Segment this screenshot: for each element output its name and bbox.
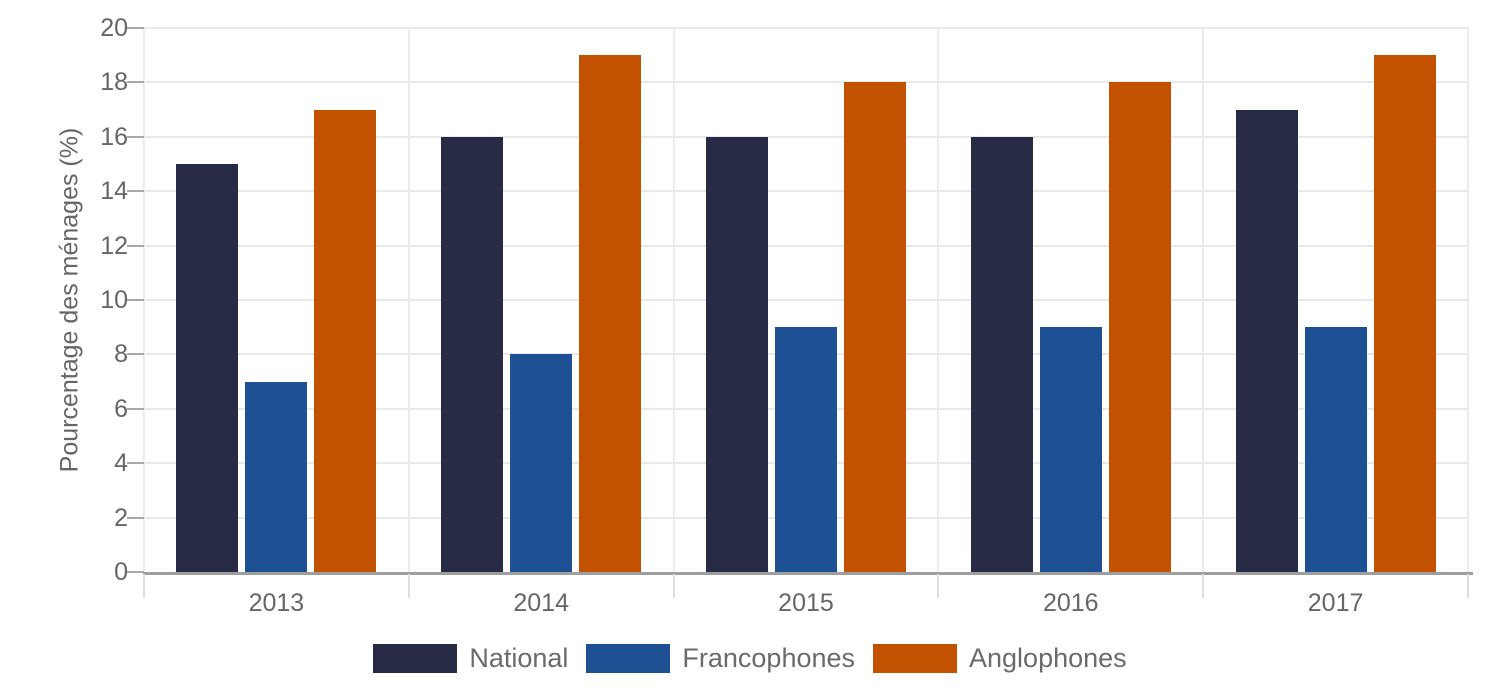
legend-swatch-francophones [586, 644, 671, 673]
y-tick-mark [127, 353, 144, 356]
x-tick-mark [1202, 574, 1205, 598]
x-axis-line [143, 572, 1473, 575]
x-tick-label: 2015 [778, 589, 834, 617]
x-tick-mark [672, 574, 675, 598]
y-tick-label: 10 [100, 286, 128, 314]
y-tick-mark [127, 299, 144, 301]
plot-area [143, 27, 1469, 572]
legend: National Francophones Anglophones [0, 643, 1500, 674]
y-tick-mark [127, 81, 144, 84]
x-tick-mark [1467, 574, 1469, 598]
bar-francophones-2013 [245, 381, 308, 572]
y-tick-label: 16 [100, 122, 128, 151]
bar-francophones-2015 [775, 327, 837, 572]
legend-label-national: National [469, 643, 569, 673]
gridline-vertical [672, 28, 675, 572]
gridline-horizontal [144, 244, 1468, 247]
x-tick-label: 2017 [1307, 589, 1364, 617]
gridline-vertical [937, 28, 940, 572]
y-tick-mark [127, 135, 144, 138]
gridline-horizontal [144, 190, 1468, 193]
gridline-horizontal [144, 299, 1468, 301]
x-tick-label: 2013 [248, 589, 305, 617]
gridline-horizontal [144, 135, 1468, 138]
gridline-vertical [407, 28, 410, 572]
y-tick-label: 2 [114, 503, 128, 532]
bar-anglophones-2015 [844, 82, 906, 572]
bar-francophones-2017 [1304, 327, 1367, 572]
y-tick-mark [127, 516, 144, 519]
bar-francophones-2016 [1039, 327, 1102, 572]
bar-anglophones-2016 [1108, 82, 1171, 572]
bar-national-2014 [441, 136, 504, 572]
gridline-vertical [1467, 28, 1469, 572]
bar-anglophones-2017 [1373, 55, 1436, 572]
legend-label-anglophones: Anglophones [969, 643, 1127, 673]
legend-item-anglophones[interactable]: Anglophones [873, 643, 1127, 674]
bar-national-2015 [706, 136, 768, 572]
y-tick-label: 8 [114, 340, 128, 369]
x-tick-label: 2014 [513, 589, 569, 617]
legend-label-francophones: Francophones [682, 643, 856, 673]
legend-item-national[interactable]: National [373, 643, 568, 674]
y-tick-mark [127, 190, 144, 193]
x-tick-mark [143, 574, 145, 598]
gridline-vertical [143, 28, 145, 572]
y-tick-mark [127, 571, 144, 573]
x-tick-label: 2016 [1042, 589, 1099, 617]
gridline-horizontal [144, 81, 1468, 84]
y-tick-mark [127, 27, 144, 29]
legend-swatch-national [373, 644, 458, 673]
y-tick-mark [127, 244, 144, 247]
y-tick-label: 4 [114, 449, 128, 478]
bar-national-2013 [176, 164, 239, 572]
gridline-horizontal [144, 27, 1468, 29]
legend-swatch-anglophones [873, 644, 958, 673]
y-tick-label: 0 [114, 558, 128, 586]
gridline-vertical [1202, 28, 1205, 572]
y-tick-mark [127, 407, 144, 410]
legend-item-francophones[interactable]: Francophones [586, 643, 855, 674]
bar-anglophones-2014 [579, 55, 642, 572]
bar-national-2017 [1235, 109, 1298, 572]
x-tick-mark [407, 574, 410, 598]
y-tick-label: 6 [114, 394, 128, 423]
y-tick-label: 20 [100, 14, 128, 42]
y-tick-mark [127, 462, 144, 465]
y-tick-label: 12 [100, 231, 128, 260]
x-tick-mark [937, 574, 940, 598]
y-tick-label: 18 [100, 68, 128, 97]
bar-francophones-2014 [510, 354, 573, 572]
bar-anglophones-2013 [314, 109, 377, 572]
y-tick-label: 14 [100, 177, 128, 206]
bar-national-2016 [970, 136, 1033, 572]
